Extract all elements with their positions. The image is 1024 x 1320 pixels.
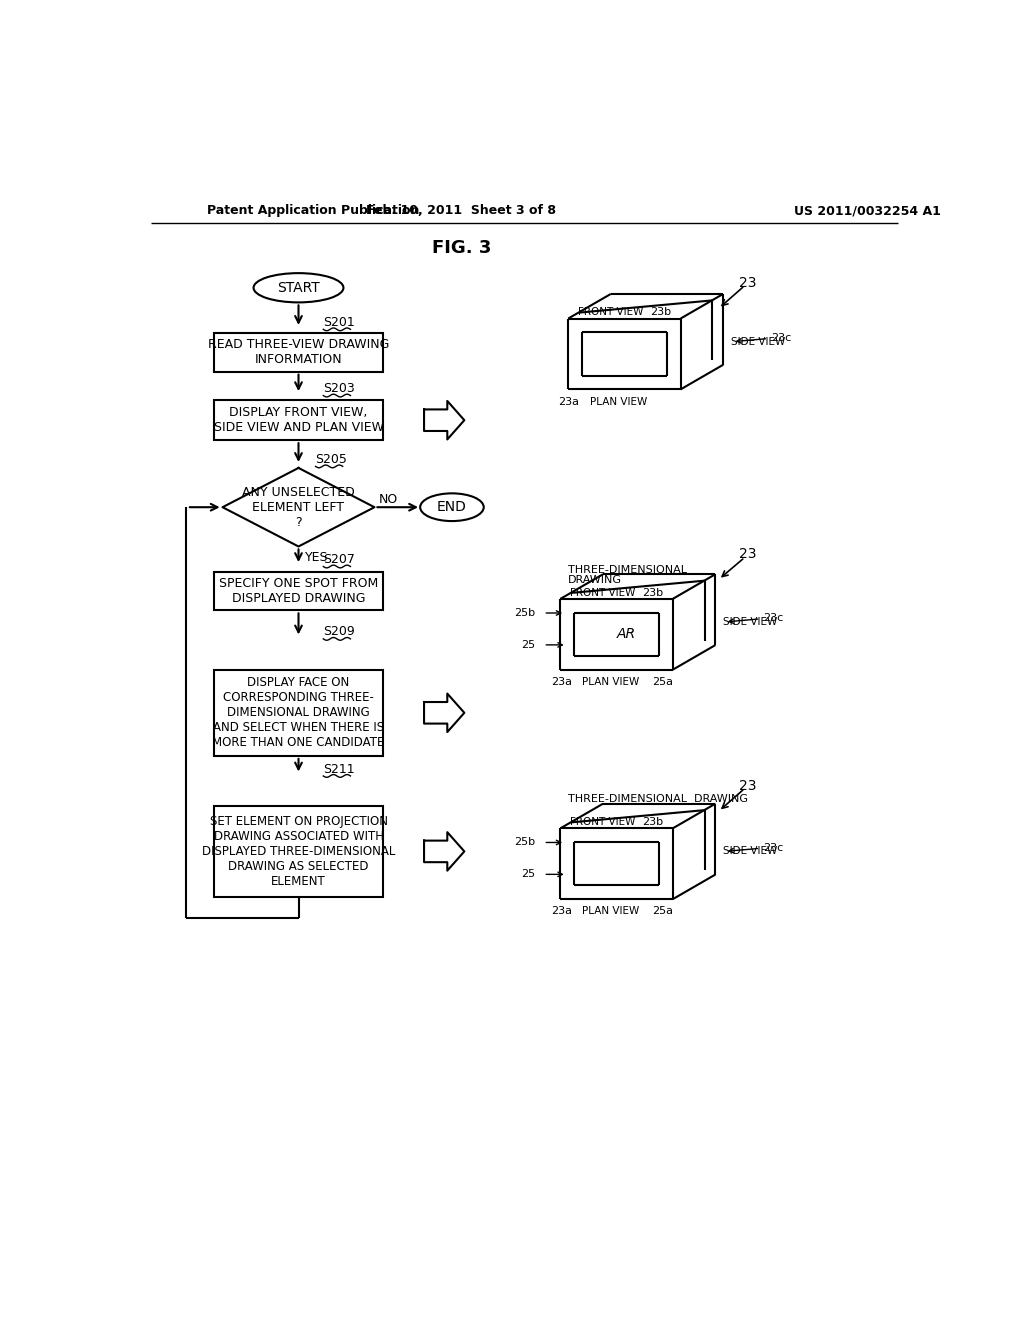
Text: 23a: 23a	[551, 677, 571, 686]
Text: 25a: 25a	[652, 677, 674, 686]
Text: 23c: 23c	[771, 333, 792, 343]
Text: 25: 25	[521, 640, 536, 649]
Text: ANY UNSELECTED
ELEMENT LEFT
?: ANY UNSELECTED ELEMENT LEFT ?	[242, 486, 355, 529]
Bar	[214, 669, 383, 756]
Text: S209: S209	[324, 626, 355, 639]
Text: FRONT VIEW: FRONT VIEW	[579, 308, 644, 317]
Text: YES: YES	[305, 550, 329, 564]
Text: S205: S205	[315, 453, 347, 466]
Polygon shape	[424, 401, 464, 440]
Text: FRONT VIEW: FRONT VIEW	[570, 817, 636, 828]
Bar	[214, 807, 383, 896]
Text: 23c: 23c	[764, 612, 783, 623]
Polygon shape	[424, 832, 464, 871]
Text: DISPLAY FRONT VIEW,
SIDE VIEW AND PLAN VIEW: DISPLAY FRONT VIEW, SIDE VIEW AND PLAN V…	[213, 407, 384, 434]
Text: AR: AR	[616, 627, 636, 642]
Text: 25b: 25b	[514, 837, 536, 847]
Text: S201: S201	[324, 315, 355, 329]
Text: PLAN VIEW: PLAN VIEW	[583, 907, 640, 916]
Text: SIDE VIEW: SIDE VIEW	[723, 846, 777, 857]
Text: Patent Application Publication: Patent Application Publication	[207, 205, 420, 218]
Polygon shape	[222, 469, 375, 546]
Text: US 2011/0032254 A1: US 2011/0032254 A1	[795, 205, 941, 218]
Text: Feb. 10, 2011  Sheet 3 of 8: Feb. 10, 2011 Sheet 3 of 8	[367, 205, 556, 218]
Text: 23: 23	[739, 548, 757, 561]
Text: DISPLAY FACE ON
CORRESPONDING THREE-
DIMENSIONAL DRAWING
AND SELECT WHEN THERE I: DISPLAY FACE ON CORRESPONDING THREE- DIM…	[212, 676, 385, 750]
Text: PLAN VIEW: PLAN VIEW	[583, 677, 640, 686]
Text: DRAWING: DRAWING	[568, 576, 623, 585]
Ellipse shape	[254, 273, 343, 302]
Text: SIDE VIEW: SIDE VIEW	[723, 616, 777, 627]
Text: START: START	[278, 281, 319, 294]
Text: 23a: 23a	[558, 397, 580, 407]
Text: S207: S207	[324, 553, 355, 566]
Text: PLAN VIEW: PLAN VIEW	[590, 397, 647, 407]
Text: 23c: 23c	[764, 842, 783, 853]
Text: 23: 23	[739, 276, 757, 290]
Text: 23b: 23b	[642, 817, 664, 828]
Text: 23b: 23b	[650, 308, 672, 317]
Bar	[214, 400, 383, 441]
Text: READ THREE-VIEW DRAWING
INFORMATION: READ THREE-VIEW DRAWING INFORMATION	[208, 338, 389, 367]
Text: SPECIFY ONE SPOT FROM
DISPLAYED DRAWING: SPECIFY ONE SPOT FROM DISPLAYED DRAWING	[219, 577, 378, 605]
Text: THREE-DIMENSIONAL: THREE-DIMENSIONAL	[568, 565, 687, 574]
Text: THREE-DIMENSIONAL  DRAWING: THREE-DIMENSIONAL DRAWING	[568, 795, 749, 804]
Text: FIG. 3: FIG. 3	[431, 239, 490, 256]
Text: 23a: 23a	[551, 907, 571, 916]
Ellipse shape	[420, 494, 483, 521]
Text: NO: NO	[379, 492, 398, 506]
Bar	[214, 572, 383, 610]
Text: 25a: 25a	[652, 907, 674, 916]
Text: 23: 23	[739, 779, 757, 793]
Text: 23b: 23b	[642, 587, 664, 598]
Bar	[214, 333, 383, 372]
Text: 25: 25	[521, 870, 536, 879]
Text: END: END	[437, 500, 467, 515]
Text: SET ELEMENT ON PROJECTION
DRAWING ASSOCIATED WITH
DISPLAYED THREE-DIMENSIONAL
DR: SET ELEMENT ON PROJECTION DRAWING ASSOCI…	[202, 814, 395, 888]
Text: SIDE VIEW: SIDE VIEW	[731, 337, 785, 347]
Polygon shape	[424, 693, 464, 733]
Text: 25b: 25b	[514, 609, 536, 618]
Text: FRONT VIEW: FRONT VIEW	[570, 587, 636, 598]
Text: S211: S211	[324, 763, 355, 776]
Text: S203: S203	[324, 381, 355, 395]
